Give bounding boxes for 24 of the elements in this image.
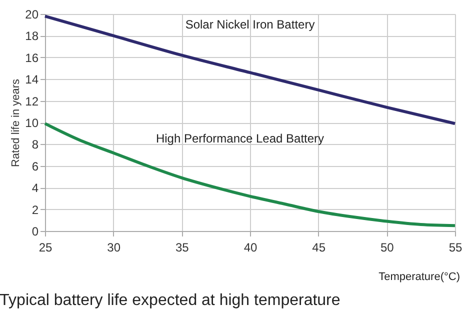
x-tick-label: 55 — [448, 240, 462, 254]
y-tick-label: 20 — [25, 8, 39, 22]
y-tick-label: 8 — [32, 138, 39, 152]
y-tick-label: 14 — [25, 72, 39, 87]
x-tick-label: 30 — [107, 240, 121, 254]
x-tick-label: 50 — [380, 240, 394, 254]
x-tick-label: 40 — [244, 240, 258, 254]
x-tick-label: 25 — [38, 240, 52, 254]
line-series — [44, 122, 456, 228]
y-tick-label: 2 — [32, 202, 39, 217]
x-tick-label: 45 — [312, 240, 326, 254]
y-axis-title: Rated life in years — [10, 78, 22, 168]
y-tick-label: 12 — [25, 94, 39, 108]
x-axis-title: Temperature(°C) — [378, 271, 460, 283]
y-tick-label: 4 — [32, 181, 39, 196]
text: Typical battery life expected at high temperature — [0, 292, 340, 309]
series-label: High Performance Lead Battery — [156, 131, 324, 146]
y-tick-label: 0 — [32, 224, 39, 238]
y-tick-label: 10 — [25, 116, 39, 130]
y-tick-label: 6 — [32, 159, 39, 174]
x-tick-label: 35 — [175, 240, 190, 254]
y-tick-label: 16 — [25, 50, 39, 65]
series-label: Solar Nickel Iron Battery — [185, 18, 315, 32]
y-tick-label: 18 — [25, 29, 39, 44]
